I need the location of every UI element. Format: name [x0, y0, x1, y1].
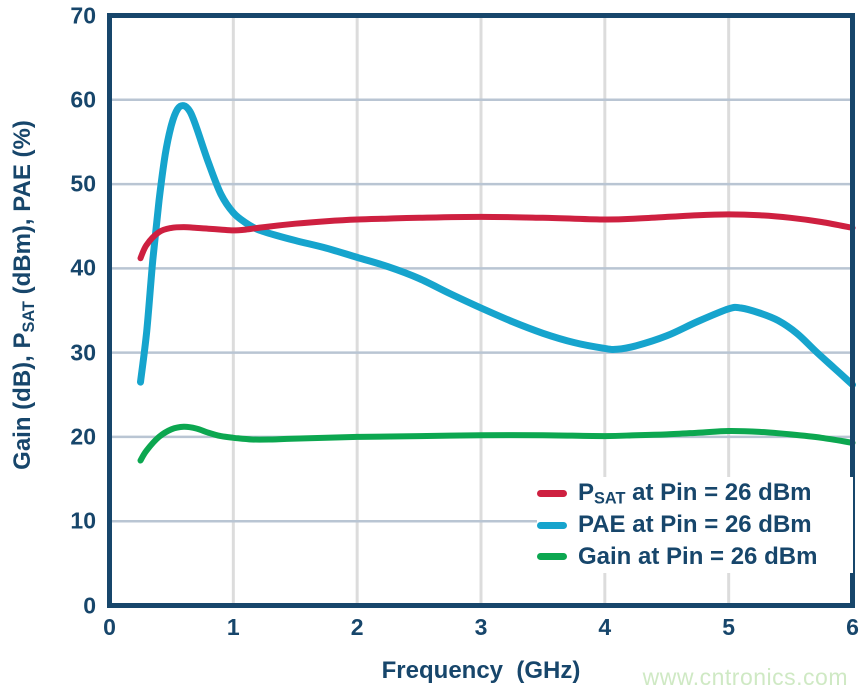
y-tick-label: 50 [70, 170, 96, 197]
legend-swatch-pae [537, 521, 567, 529]
legend-item-psat: PSAT at Pin = 26 dBm [537, 479, 853, 508]
x-tick-label: 3 [474, 614, 488, 640]
legend: PSAT at Pin = 26 dBm PAE at Pin = 26 dBm G… [537, 477, 853, 573]
watermark: www.cntronics.com [642, 664, 848, 690]
y-axis-title-rest: (dBm), PAE (%) [9, 120, 37, 302]
x-axis-title: Frequency (GHz) [381, 657, 581, 684]
y-axis-title: Gain (dB), PSAT (dBm), PAE (%) [9, 120, 39, 470]
legend-label-pae: PAE at Pin = 26 dBm [578, 511, 812, 538]
y-tick-label: 70 [70, 2, 96, 28]
x-tick-label: 2 [350, 614, 364, 640]
gain-curve [137, 423, 856, 464]
y-tick-label: 10 [70, 507, 96, 534]
y-tick-label: 0 [83, 592, 96, 618]
plot-frame [107, 13, 855, 608]
legend-swatch-gain [537, 553, 567, 560]
y-tick-label: 40 [70, 254, 96, 281]
legend-label-gain: Gain at Pin = 26 dBm [578, 542, 818, 570]
psat-curve [137, 211, 856, 262]
x-tick-label: 6 [846, 614, 859, 640]
legend-label-subscript: SAT [594, 489, 626, 508]
y-tick-label: 60 [70, 86, 96, 113]
legend-item-pae: PAE at Pin = 26 dBm [537, 511, 853, 540]
y-tick-label: 20 [70, 423, 96, 450]
legend-swatch-psat [537, 490, 567, 497]
legend-item-gain: Gain at Pin = 26 dBm [537, 542, 853, 571]
x-tick-label: 1 [226, 614, 240, 640]
legend-label-psat: PSAT at Pin = 26 dBm [578, 478, 812, 508]
y-axis-title-pre: Gain (dB), P [9, 332, 37, 470]
x-tick-label: 0 [103, 614, 116, 640]
x-tick-label: 4 [598, 614, 612, 640]
y-axis-title-sub: SAT [19, 301, 38, 333]
x-tick-label: 5 [722, 614, 736, 640]
y-tick-label: 30 [70, 339, 96, 366]
pae-curve [137, 102, 856, 389]
